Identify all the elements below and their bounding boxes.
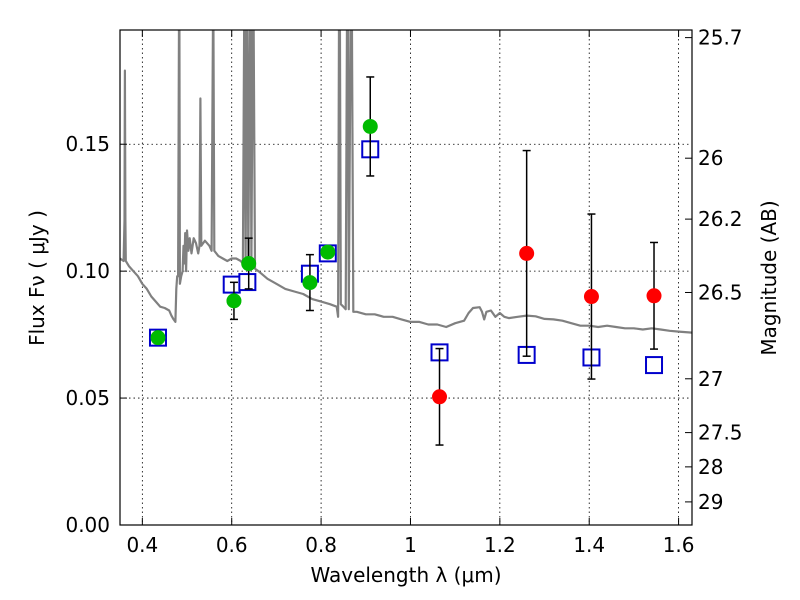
y2-tick-label: 26.5 <box>698 280 743 304</box>
model-photometry-point <box>222 275 241 294</box>
observed-flux-point <box>320 244 336 260</box>
observed-flux-point <box>241 256 257 272</box>
x-tick-label: 1.2 <box>484 533 516 557</box>
y-tick-label: 0.15 <box>65 132 110 156</box>
y2-tick-label: 29 <box>698 490 723 514</box>
plot-data <box>120 30 692 446</box>
observed-flux-point <box>362 118 378 134</box>
x-tick-label: 0.8 <box>305 533 337 557</box>
x-axis-label: Wavelength λ (μm) <box>310 563 501 587</box>
observed-flux-point <box>519 245 535 261</box>
y2-tick-label: 26.2 <box>698 207 743 231</box>
observed-flux-point <box>583 289 599 305</box>
observed-flux-point <box>302 275 318 291</box>
y2-tick-label: 25.7 <box>698 26 743 50</box>
model-spectrum-line <box>120 30 692 334</box>
model-photometry-point <box>645 356 664 375</box>
y-tick-label: 0.00 <box>65 513 110 537</box>
observed-flux-point <box>432 389 448 405</box>
x-tick-label: 0.6 <box>216 533 248 557</box>
model-photometry-point <box>238 273 257 292</box>
observed-flux-point <box>646 288 662 304</box>
y2-tick-label: 26 <box>698 146 723 170</box>
x-tick-label: 1 <box>404 533 417 557</box>
observed-flux-point <box>226 293 242 309</box>
x-tick-label: 1.4 <box>573 533 605 557</box>
y-tick-label: 0.05 <box>65 386 110 410</box>
axes: 0.4 0.6 0.8 1 1.2 1.4 1.6 0.00 0.05 0.10 0.15 25.7 2… <box>65 26 742 557</box>
y2-tick-label: 28 <box>698 455 723 479</box>
y2-tick-label: 27 <box>698 367 723 391</box>
observed-flux-point <box>150 330 166 346</box>
y-tick-label: 0.10 <box>65 259 110 283</box>
x-tick-label: 1.6 <box>663 533 695 557</box>
y2-axis-label: Magnitude (AB) <box>757 200 781 355</box>
y2-tick-label: 27.5 <box>698 421 743 445</box>
x-tick-label: 0.4 <box>126 533 158 557</box>
y-axis-label: Flux Fν ( μJy ) <box>25 210 49 346</box>
plot-frame <box>119 29 693 526</box>
